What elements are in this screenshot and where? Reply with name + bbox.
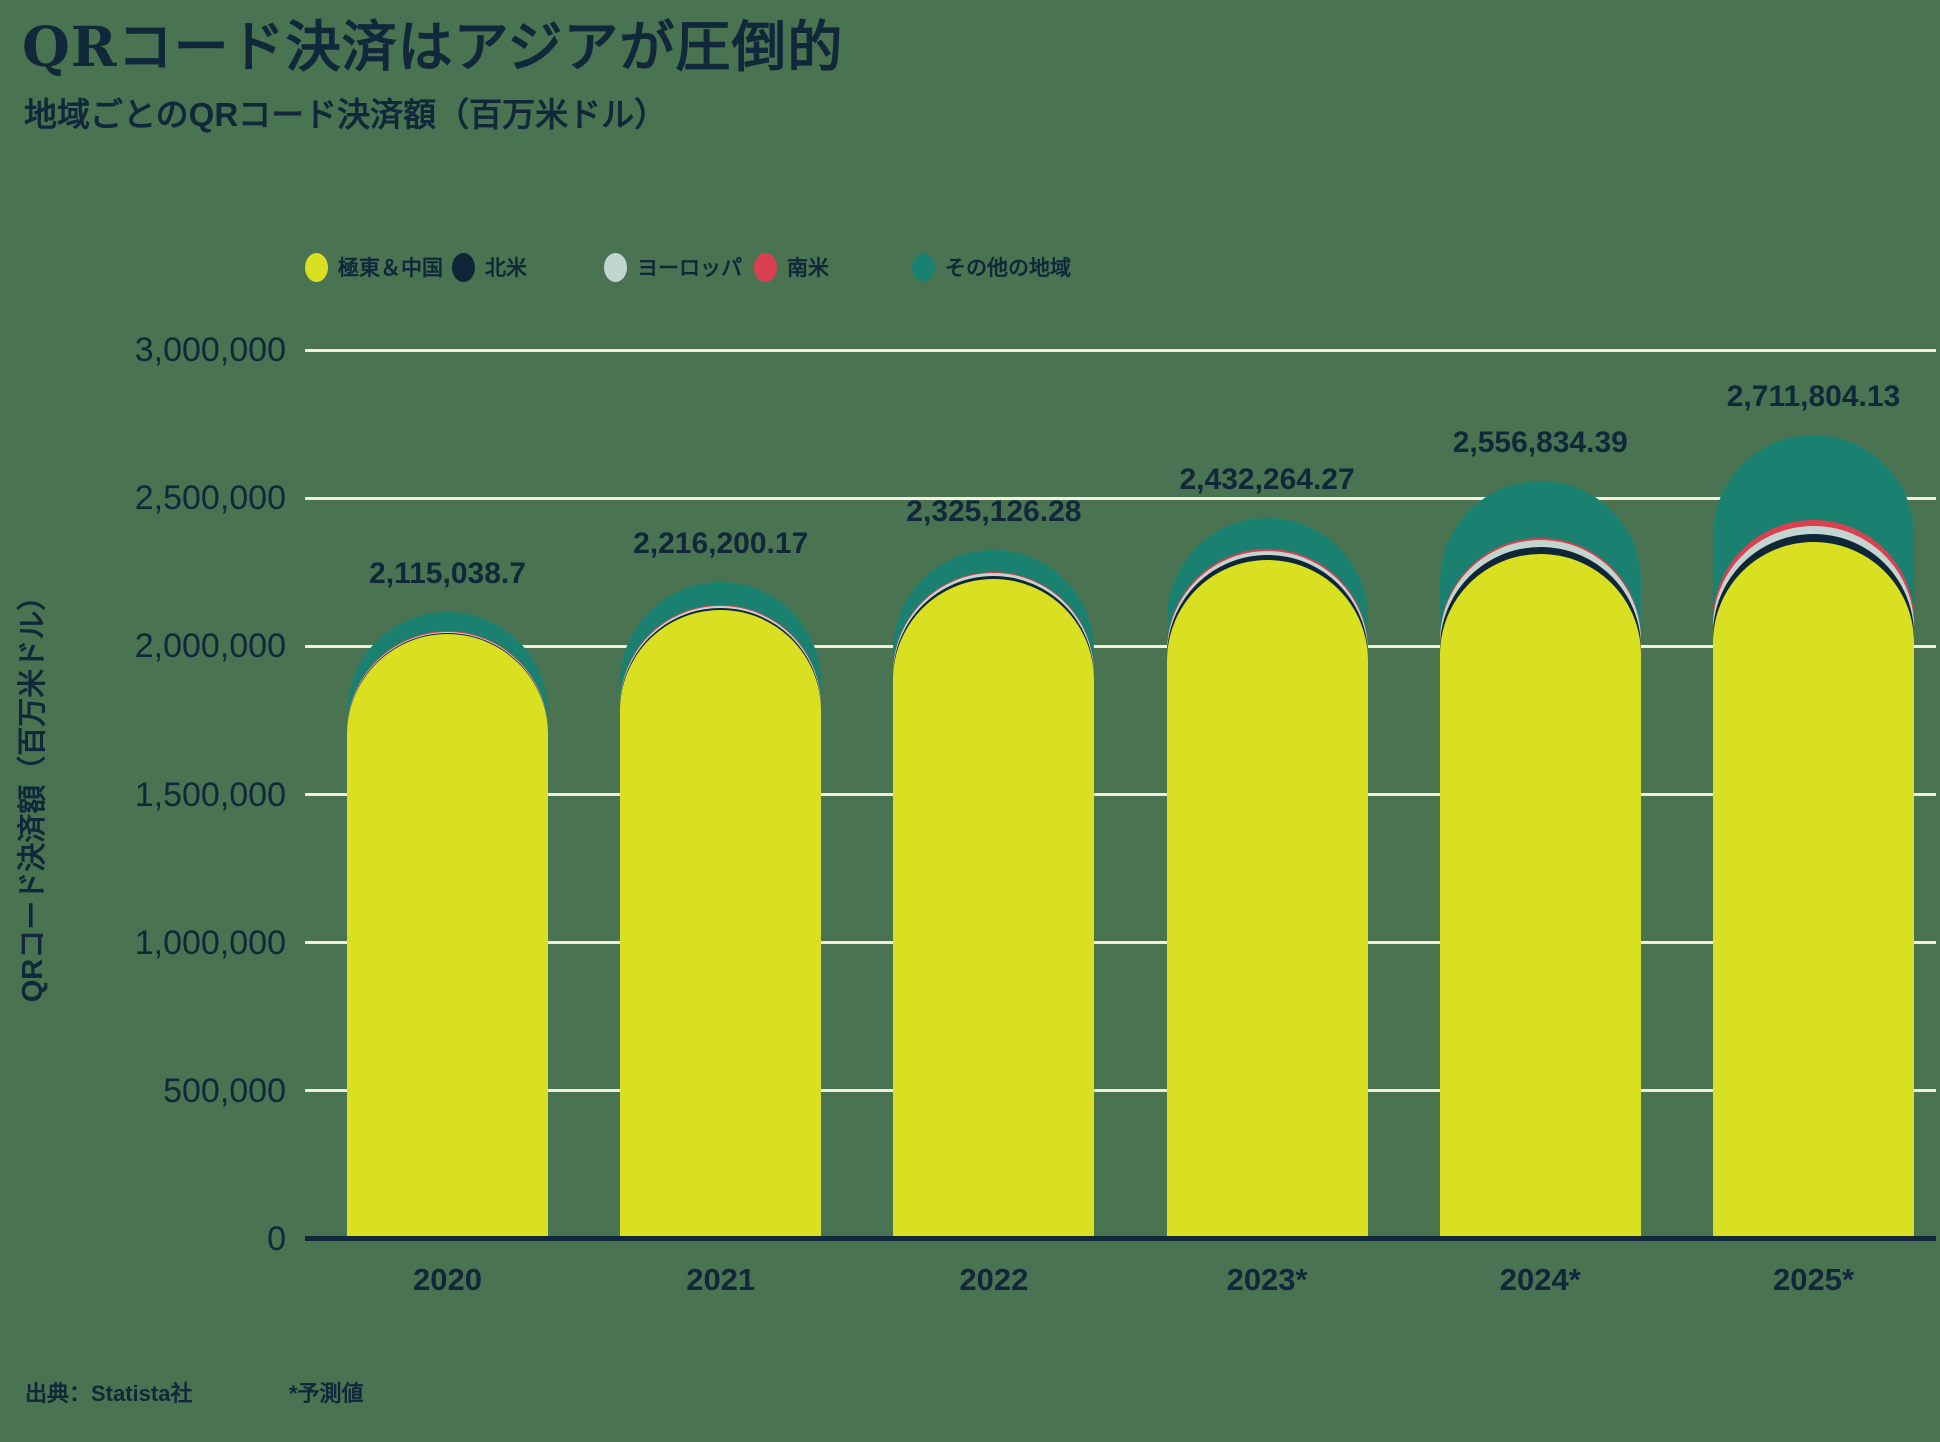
bar-total-label: 2,432,264.27 [1179, 463, 1355, 497]
legend-dot-icon [912, 252, 935, 282]
gridline [305, 1089, 1936, 1093]
gridline [305, 941, 1936, 945]
bar-2022 [893, 0, 1095, 1239]
bar-total-label: 2,325,126.28 [906, 494, 1082, 528]
bar-2024* [1439, 0, 1641, 1239]
legend-dot-icon [452, 252, 475, 282]
bar-segment-極東＆中国 [1713, 542, 1914, 1239]
legend-item: 極東＆中国 [305, 250, 443, 284]
bar-total-label: 2,115,038.7 [369, 557, 526, 591]
legend-label: 南米 [787, 257, 829, 280]
x-axis-label: 2025* [1772, 1262, 1855, 1297]
page-title: QRコード決済はアジアが圧倒的 [22, 14, 844, 79]
y-tick-label: 2,000,000 [134, 627, 286, 666]
forecast-note: *予測値 [289, 1381, 364, 1406]
x-axis-label: 2021 [686, 1262, 756, 1297]
bar-2021 [620, 0, 822, 1239]
y-tick-label: 1,500,000 [134, 775, 286, 814]
bar-total-label: 2,711,804.13 [1726, 380, 1901, 414]
legend-label: その他の地域 [945, 257, 1071, 280]
bar-segment-極東＆中国 [1439, 554, 1641, 1239]
bar-2025* [1713, 0, 1914, 1239]
y-tick-label: 500,000 [163, 1071, 286, 1110]
bar-total-label: 2,556,834.39 [1452, 426, 1628, 460]
gridline [305, 793, 1936, 796]
page-subtitle: 地域ごとのQRコード決済額（百万米ドル） [24, 96, 668, 133]
x-axis-label: 2020 [413, 1262, 482, 1297]
y-tick-label: 0 [267, 1220, 286, 1258]
footer: 出典：Statista社 *予測値 [0, 1376, 1940, 1416]
legend-label: 北米 [485, 257, 527, 280]
x-axis-label: 2024* [1499, 1262, 1581, 1297]
x-axis-label: 2022 [959, 1262, 1029, 1297]
y-tick-label: 3,000,000 [134, 331, 286, 369]
gridline [305, 348, 1936, 352]
y-tick-label: 2,500,000 [134, 479, 286, 518]
legend-label: ヨーロッパ [637, 257, 742, 280]
bar-2023* [1166, 0, 1368, 1239]
legend-dot-icon [754, 252, 777, 282]
x-axis-line [305, 1236, 1936, 1241]
gridline [305, 644, 1936, 648]
bar-segment-極東＆中国 [620, 609, 822, 1239]
legend-label: 極東＆中国 [338, 257, 443, 280]
bar-segment-極東＆中国 [1166, 559, 1368, 1239]
legend-item: 南米 [754, 250, 829, 284]
source-note: 出典：Statista社 [25, 1381, 193, 1406]
bar-segment-極東＆中国 [893, 578, 1095, 1239]
legend-dot-icon [604, 252, 627, 282]
y-tick-label: 1,000,000 [134, 923, 286, 962]
x-axis-label: 2023* [1226, 1262, 1308, 1297]
gridline [305, 496, 1936, 500]
bar-2020 [347, 0, 548, 1239]
bar-total-label: 2,216,200.17 [633, 527, 809, 561]
legend-item: その他の地域 [912, 250, 1071, 284]
legend-item: ヨーロッパ [604, 250, 742, 284]
legend-item: 北米 [452, 250, 527, 284]
bar-segment-極東＆中国 [347, 634, 548, 1239]
legend-dot-icon [305, 252, 328, 282]
